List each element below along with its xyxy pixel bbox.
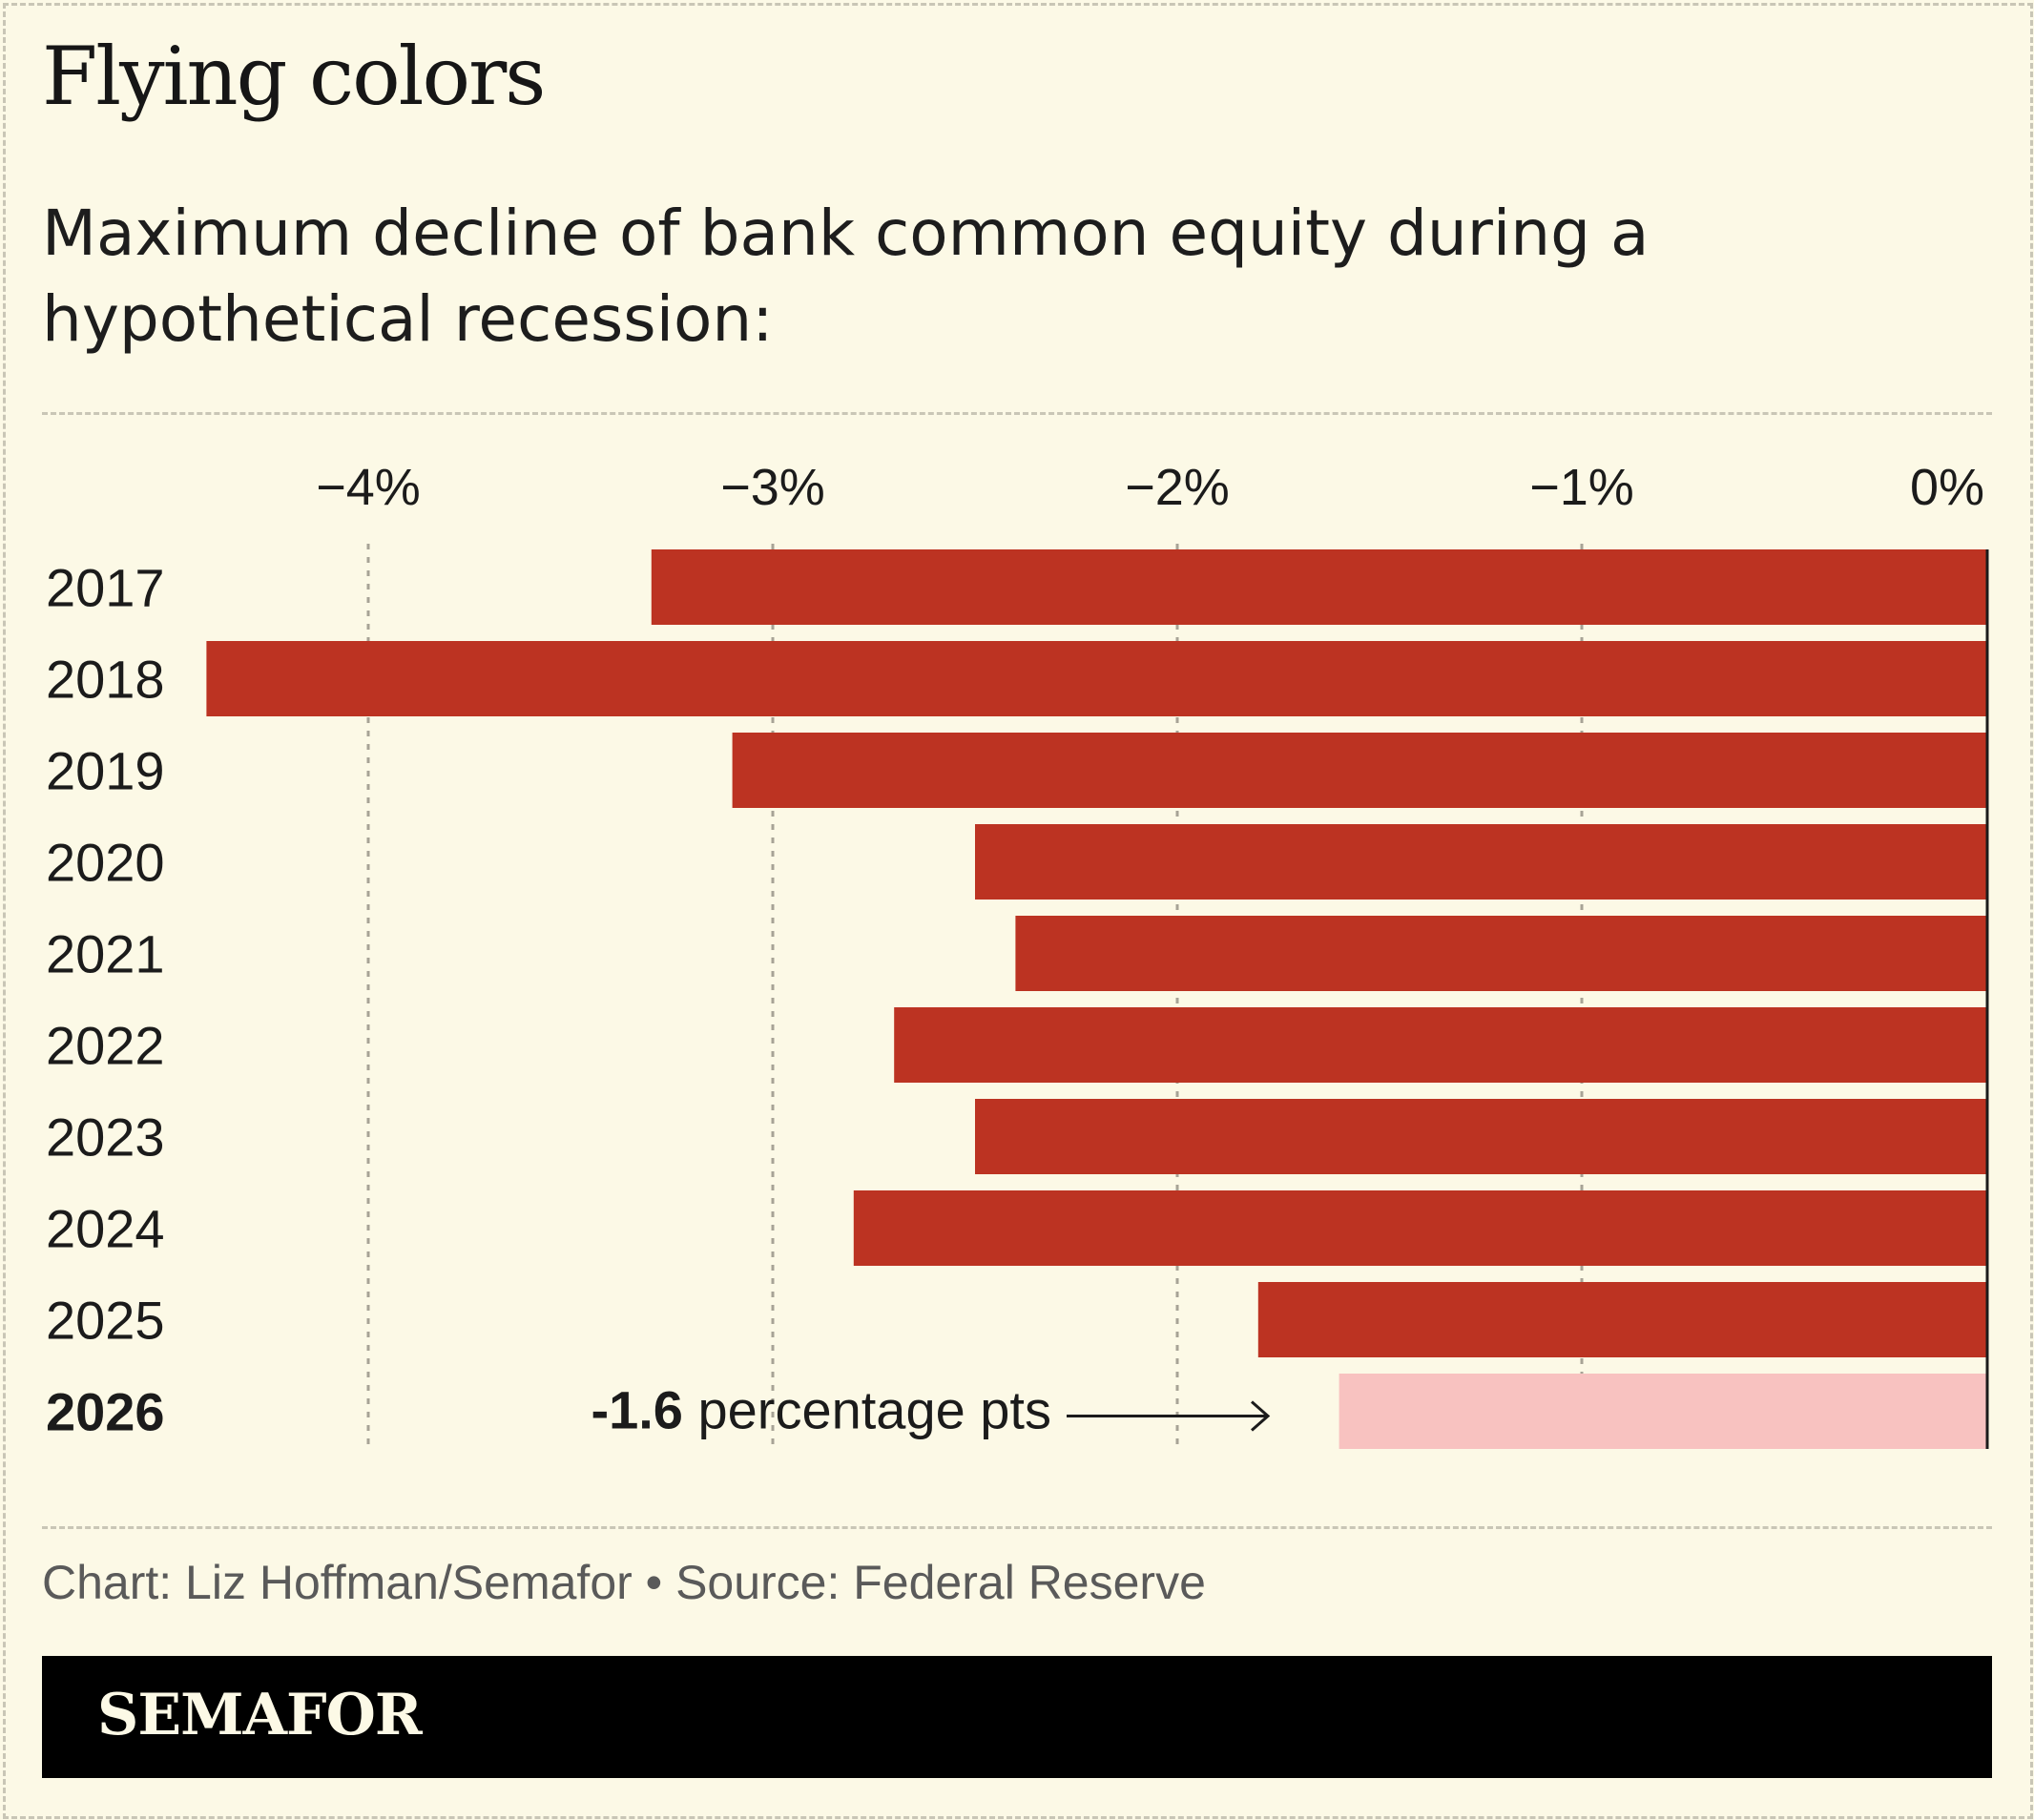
bar-chart: −4% −3% −2% −1% 0% 2017201820192020202120222… <box>46 459 1989 1449</box>
annotation-label: -1.6 percentage pts <box>591 1380 1051 1440</box>
category-label-2026: 2026 <box>46 1382 165 1442</box>
chart-frame <box>3 3 2033 1819</box>
x-tick-label: −4% <box>316 459 421 516</box>
bar-2020 <box>975 824 1986 900</box>
category-label-2020: 2020 <box>46 833 165 893</box>
category-label-2023: 2023 <box>46 1107 165 1168</box>
x-tick-label: −3% <box>720 459 825 516</box>
footer-bar: SEMAFOR <box>42 1656 1992 1778</box>
annotation: -1.6 percentage pts <box>591 1380 1271 1440</box>
category-label-2018: 2018 <box>46 650 165 710</box>
category-label-2022: 2022 <box>46 1016 165 1076</box>
category-labels: 2017 2018 2019 2020 2021 2022 2023 2024 2025 2026 <box>46 558 165 1442</box>
x-tick-label: −1% <box>1529 459 1634 516</box>
semafor-logo: SEMAFOR <box>97 1682 423 1748</box>
bar-2021 <box>1015 916 1986 991</box>
category-label-2021: 2021 <box>46 924 165 984</box>
bar-2024 <box>853 1190 1986 1266</box>
chart-title: Flying colors <box>42 30 546 123</box>
x-tick-label: −2% <box>1125 459 1230 516</box>
bar-2019 <box>732 733 1986 808</box>
category-label-2024: 2024 <box>46 1199 165 1259</box>
x-axis-tick-labels: −4% −3% −2% −1% 0% <box>316 459 1984 516</box>
chart-subtitle: Maximum decline of bank common equity du… <box>42 196 1650 356</box>
x-tick-label: 0% <box>1910 459 1984 516</box>
annotation-arrow-head-icon <box>1251 1400 1271 1432</box>
top-divider <box>42 412 1992 415</box>
bar-2022 <box>894 1007 1987 1083</box>
category-label-2019: 2019 <box>46 741 165 801</box>
bar-2025 <box>1257 1282 1986 1357</box>
bar-2026 <box>1339 1374 1986 1449</box>
bar-2017 <box>651 549 1986 625</box>
category-label-2025: 2025 <box>46 1291 165 1351</box>
annotation-text: percentage pts <box>683 1380 1051 1440</box>
bar-2018 <box>206 641 1986 716</box>
bar-2023 <box>975 1099 1986 1174</box>
category-label-2017: 2017 <box>46 558 165 618</box>
credit-line: Chart: Liz Hoffman/Semafor • Source: Fed… <box>42 1556 1206 1609</box>
bars <box>206 549 1987 1449</box>
bottom-divider <box>42 1526 1992 1529</box>
annotation-value: -1.6 <box>591 1380 683 1440</box>
